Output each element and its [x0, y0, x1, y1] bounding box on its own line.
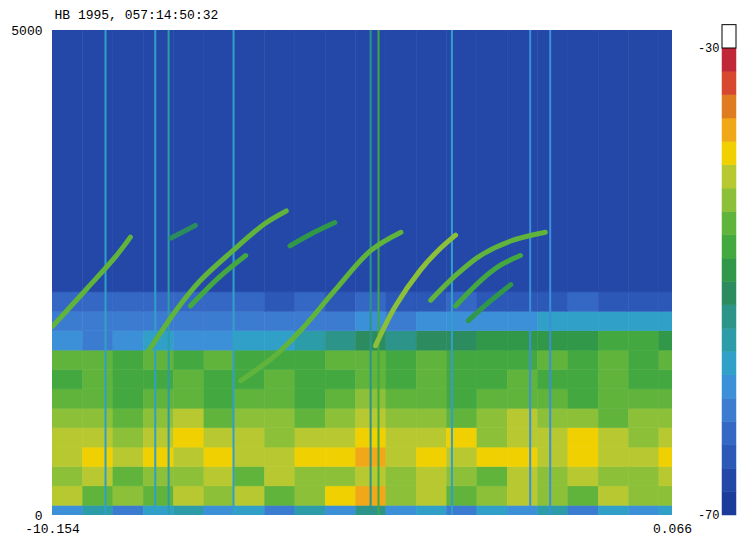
svg-text:0: 0: [34, 508, 43, 524]
svg-text:HB 1995, 057:14:50:32: HB 1995, 057:14:50:32: [55, 8, 219, 23]
svg-text:-10.154: -10.154: [25, 522, 80, 537]
svg-text:0.066: 0.066: [653, 522, 692, 537]
svg-text:5000: 5000: [11, 24, 42, 39]
svg-text:-70: -70: [698, 509, 720, 523]
svg-text:-30: -30: [698, 42, 720, 56]
